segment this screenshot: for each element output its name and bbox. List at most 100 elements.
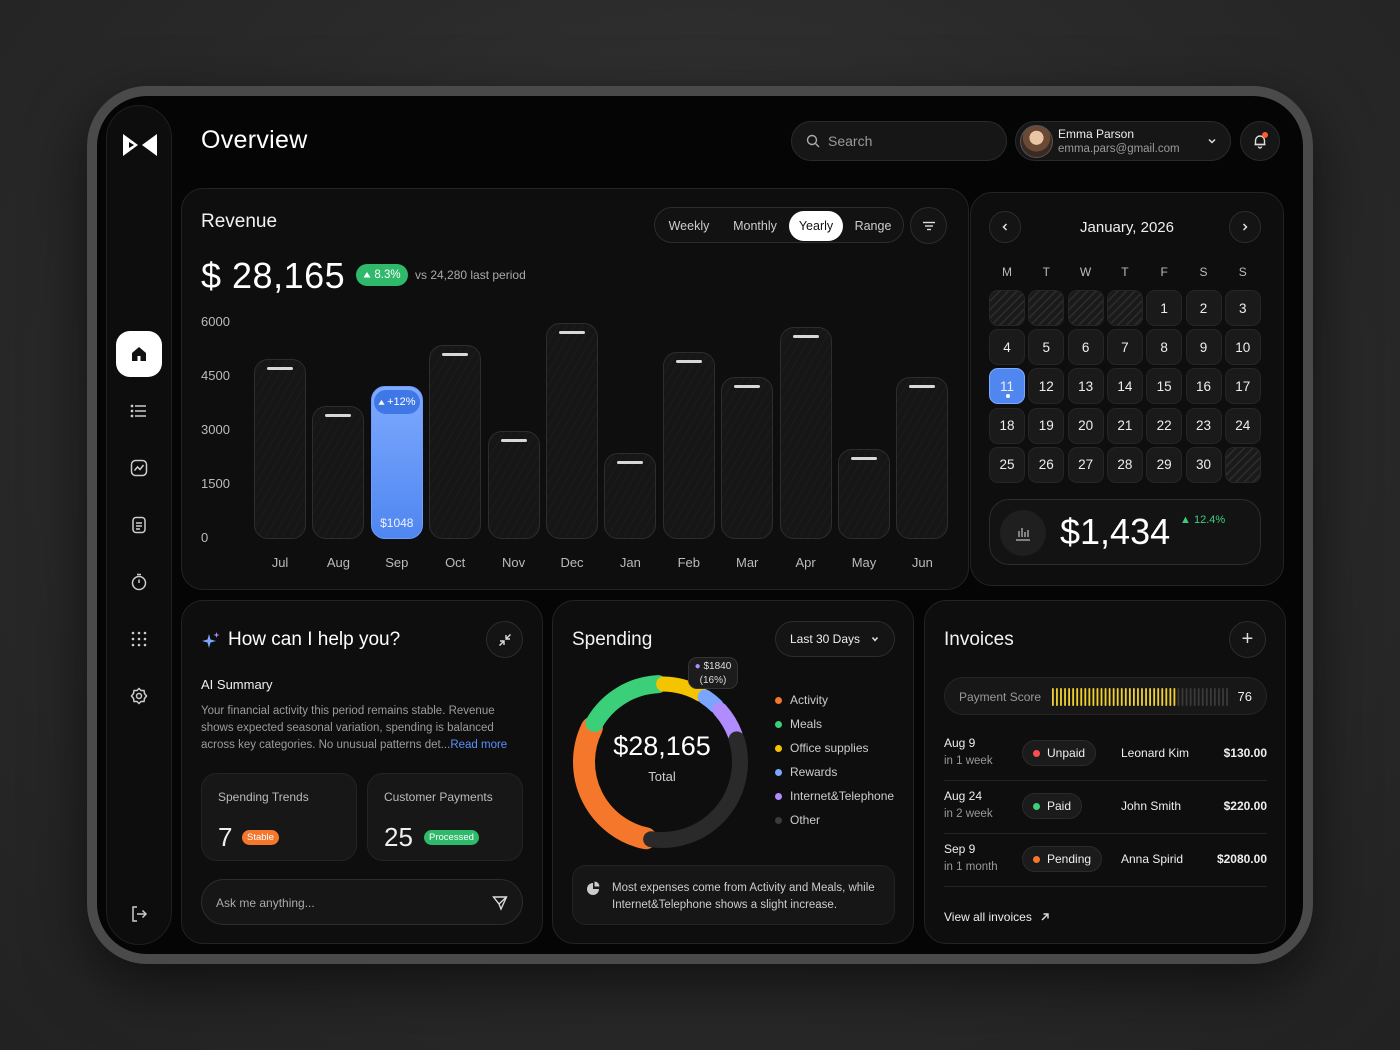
calendar-day[interactable]: 2 <box>1185 290 1222 326</box>
calendar-day[interactable]: 8 <box>1146 329 1183 366</box>
bar-cap <box>851 457 877 460</box>
chart-bar[interactable] <box>721 377 774 539</box>
search-input[interactable]: Search <box>791 121 1007 161</box>
calendar-day[interactable]: 22 <box>1146 407 1183 444</box>
calendar-day[interactable]: 21 <box>1106 407 1143 444</box>
calendar-day[interactable]: 20 <box>1067 407 1104 444</box>
ask-input[interactable]: Ask me anything... <box>201 879 523 925</box>
user-menu[interactable]: Emma Parson emma.pars@gmail.com <box>1015 121 1231 161</box>
donut-segment[interactable] <box>656 676 709 702</box>
chart-bar[interactable] <box>604 452 657 539</box>
donut-segment[interactable] <box>585 675 668 732</box>
donut-segment[interactable] <box>697 689 724 714</box>
calendar-day[interactable]: 13 <box>1067 368 1104 405</box>
stat-card-spending-trends[interactable]: Spending Trends 7 Stable <box>201 773 357 861</box>
weekday-label: T <box>1042 265 1050 279</box>
calendar-day[interactable]: 7 <box>1106 329 1143 366</box>
nav-logout[interactable] <box>116 891 162 937</box>
calendar-day[interactable]: 1 <box>1146 290 1183 326</box>
calendar-day[interactable]: 28 <box>1106 446 1143 483</box>
calendar-day[interactable]: 16 <box>1185 368 1222 405</box>
calendar-next-button[interactable] <box>1229 211 1261 243</box>
collapse-button[interactable] <box>486 621 523 658</box>
score-tick <box>1226 688 1228 706</box>
nav-timer[interactable] <box>116 559 162 605</box>
send-icon[interactable] <box>492 895 508 911</box>
nav-analytics[interactable] <box>116 445 162 491</box>
invoice-row[interactable]: Aug 24 in 2 week John Smith $220.00 Paid <box>944 781 1267 834</box>
calendar-day[interactable]: 23 <box>1185 407 1222 444</box>
calendar-day[interactable]: 5 <box>1028 329 1065 366</box>
add-invoice-button[interactable]: + <box>1229 621 1266 658</box>
tooltip-percent: (16%) <box>699 675 727 686</box>
chart-bar[interactable] <box>312 405 365 539</box>
nav-home[interactable] <box>116 331 162 377</box>
status-label: Paid <box>1047 799 1072 813</box>
chart-bar[interactable] <box>254 359 306 539</box>
calendar-day[interactable]: 10 <box>1224 329 1261 366</box>
calendar-day[interactable]: 14 <box>1106 368 1143 405</box>
score-tick <box>1128 688 1131 706</box>
chart-bar[interactable] <box>487 431 540 539</box>
calendar-day[interactable]: 27 <box>1067 446 1104 483</box>
invoices-panel: Invoices + Payment Score 76 Aug 9 in 1 we… <box>924 600 1286 944</box>
calendar-day[interactable]: 17 <box>1224 368 1261 405</box>
nav-settings[interactable] <box>116 673 162 719</box>
stat-card-customer-payments[interactable]: Customer Payments 25 Processed <box>367 773 523 861</box>
status-badge: Processed <box>424 830 479 845</box>
invoice-row[interactable]: Sep 9 in 1 month Anna Spirid $2080.00 Pendin… <box>944 834 1267 887</box>
nav-list[interactable] <box>116 388 162 434</box>
calendar-day[interactable]: 9 <box>1185 329 1222 366</box>
invoice-row[interactable]: Aug 9 in 1 week Leonard Kim $130.00 Unpaid <box>944 728 1267 781</box>
chart-bar[interactable] <box>896 377 949 539</box>
app-screen: Overview Search Emma Parson emma.pars@gm… <box>97 96 1303 954</box>
calendar-prev-button[interactable] <box>989 211 1021 243</box>
chart-bar[interactable]: +12% $1048 <box>370 386 423 539</box>
day-number: 13 <box>1078 378 1094 394</box>
legend-dot <box>775 696 782 704</box>
day-number: 4 <box>1003 339 1011 355</box>
view-all-invoices-link[interactable]: View all invoices <box>944 910 1050 924</box>
score-tick <box>1100 688 1103 706</box>
read-more-link[interactable]: Read more <box>450 739 508 751</box>
tab-weekly[interactable]: Weekly <box>668 219 710 233</box>
calendar-day[interactable]: 18 <box>989 407 1025 444</box>
bar-cap <box>734 385 761 388</box>
calendar-day[interactable]: 12 <box>1028 368 1065 405</box>
calendar-day[interactable]: 19 <box>1028 407 1065 444</box>
user-name: Emma Parson <box>1058 127 1135 141</box>
chart-bar[interactable] <box>838 449 890 539</box>
range-select[interactable]: Last 30 Days <box>775 621 895 657</box>
calendar-day[interactable]: 15 <box>1146 368 1183 405</box>
donut-segment[interactable] <box>643 731 748 848</box>
calendar-day[interactable]: 26 <box>1028 446 1065 483</box>
calendar-day[interactable]: 29 <box>1146 446 1183 483</box>
day-number: 30 <box>1195 457 1212 473</box>
filter-button[interactable] <box>910 207 947 244</box>
calendar-day[interactable]: 3 <box>1224 290 1261 326</box>
tab-range[interactable]: Range <box>854 219 892 233</box>
chart-bar[interactable] <box>779 326 832 539</box>
invoice-date: Aug 24 <box>944 789 983 803</box>
calendar-day[interactable]: 6 <box>1067 329 1104 366</box>
calendar-day[interactable]: 30 <box>1185 446 1222 483</box>
bar-cap <box>617 460 644 464</box>
chart-bar[interactable] <box>546 323 598 539</box>
calendar-day[interactable]: 24 <box>1224 407 1261 444</box>
score-tick <box>1214 688 1216 706</box>
chart-bar[interactable] <box>662 351 715 539</box>
stat-value: 25 <box>384 822 413 852</box>
day-number: 8 <box>1160 339 1168 355</box>
calendar-day[interactable]: 25 <box>989 446 1025 483</box>
donut-segment[interactable] <box>573 716 657 850</box>
notifications-button[interactable] <box>1240 121 1280 161</box>
y-tick-label: 1500 <box>201 476 230 491</box>
nav-apps[interactable] <box>116 616 162 662</box>
tab-yearly[interactable]: Yearly <box>789 211 843 241</box>
tab-monthly[interactable]: Monthly <box>733 219 777 233</box>
nav-documents[interactable] <box>116 502 162 548</box>
calendar-day[interactable]: 11 <box>989 368 1025 405</box>
chart-bar[interactable] <box>429 344 482 539</box>
score-tick <box>1181 688 1184 706</box>
calendar-day[interactable]: 4 <box>989 329 1025 366</box>
